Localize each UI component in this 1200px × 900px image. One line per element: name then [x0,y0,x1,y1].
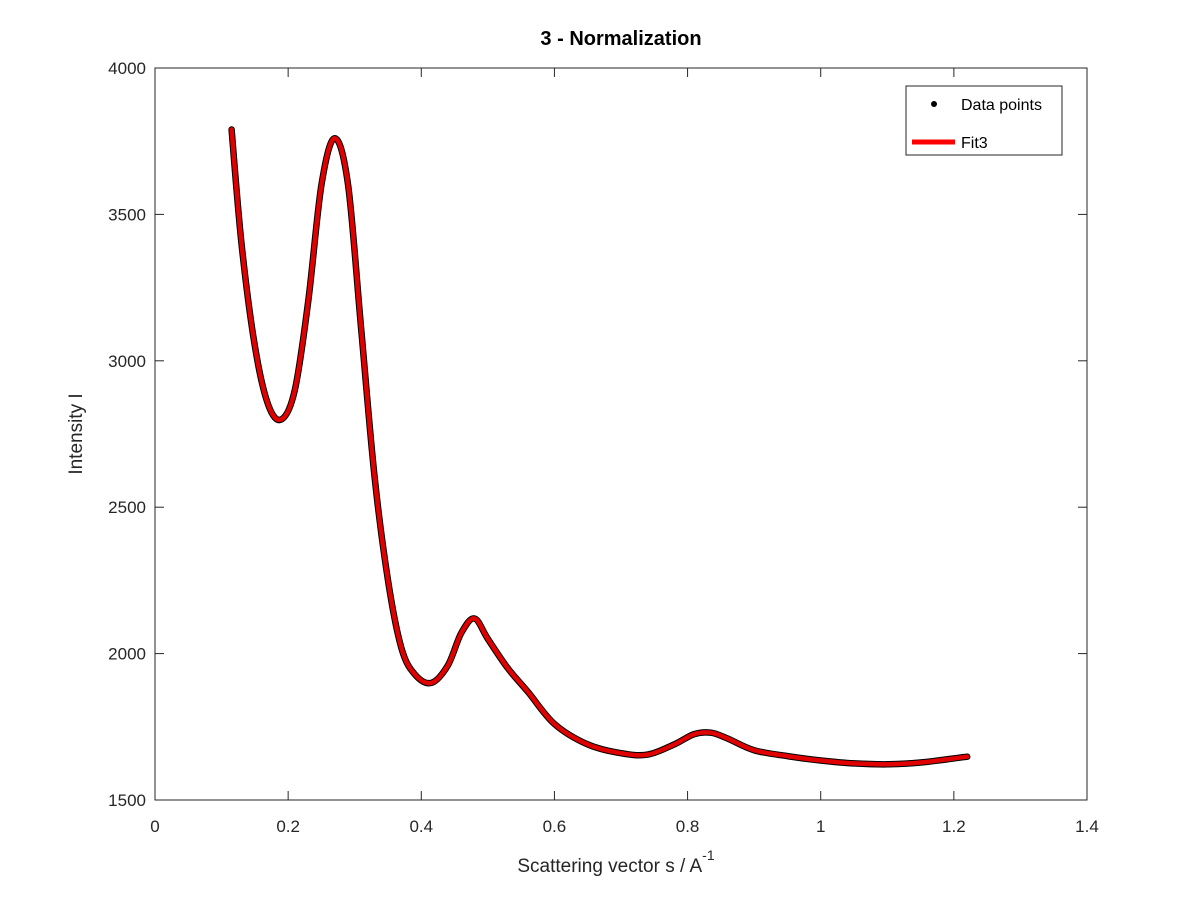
x-axis-label-text: Scattering vector s / A [517,856,702,877]
plot-area [154,67,1088,801]
x-axis-label-superscript: -1 [702,847,715,863]
x-tick-label: 1.2 [942,817,966,836]
y-tick-label: 4000 [108,59,146,78]
x-axis: 0 0.2 0.4 0.6 0.8 1 1.2 1.4 [150,68,1099,836]
x-axis-label: Scattering vector s / A-1 [517,847,714,877]
x-tick-label: 0.8 [676,817,700,836]
y-tick-label: 2500 [108,498,146,517]
y-tick-label: 3500 [108,205,146,224]
chart-title: 3 - Normalization [540,28,701,50]
legend: Data points Fit3 [905,85,1063,156]
y-tick-label: 2000 [108,645,146,664]
series-layer [228,126,971,768]
x-tick-label: 1.4 [1075,817,1099,836]
x-tick-label: 0 [150,817,159,836]
series-fit3-line [229,127,970,767]
y-axis: 1500 2000 2500 3000 3500 4000 [108,59,1087,810]
x-tick-label: 0.2 [276,817,300,836]
y-axis-label: Intensity I [66,393,87,474]
x-tick-label: 0.6 [543,817,567,836]
x-tick-label: 0.4 [409,817,433,836]
y-tick-label: 1500 [108,791,146,810]
y-tick-label: 3000 [108,352,146,371]
legend-marker-data-points [931,101,937,107]
legend-label-data-points: Data points [961,97,1042,114]
x-tick-label: 1 [816,817,825,836]
legend-label-fit3: Fit3 [961,135,988,152]
